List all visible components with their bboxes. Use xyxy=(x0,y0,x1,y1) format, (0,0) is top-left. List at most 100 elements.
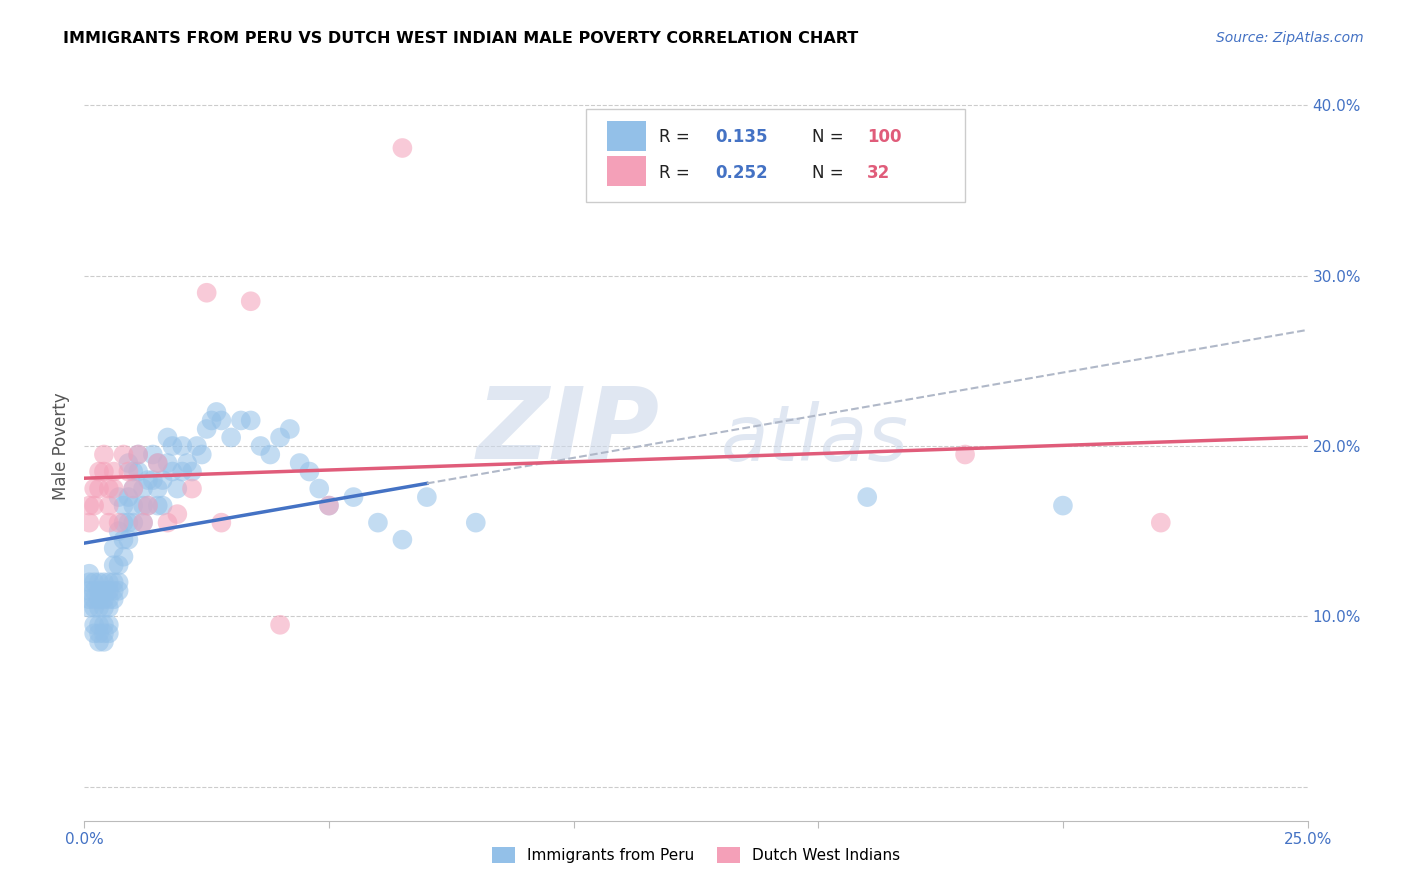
Point xyxy=(103,465,125,479)
Point xyxy=(132,482,155,496)
Point xyxy=(156,516,179,530)
Point xyxy=(103,583,125,598)
Text: ZIP: ZIP xyxy=(477,383,659,480)
Point xyxy=(318,499,340,513)
Point xyxy=(93,448,115,462)
Point xyxy=(172,439,194,453)
Point xyxy=(97,516,120,530)
Point xyxy=(1150,516,1173,530)
Point xyxy=(278,422,301,436)
Text: R =: R = xyxy=(659,163,696,181)
Point xyxy=(97,583,120,598)
Point xyxy=(191,448,214,462)
Point xyxy=(107,524,129,538)
Point xyxy=(93,465,115,479)
Point xyxy=(181,465,204,479)
Point xyxy=(77,566,100,581)
Point xyxy=(229,413,252,427)
Point xyxy=(83,600,105,615)
Point xyxy=(87,626,110,640)
Point xyxy=(107,558,129,573)
Point xyxy=(93,626,115,640)
Point xyxy=(112,516,135,530)
Point xyxy=(259,448,281,462)
Point xyxy=(464,516,486,530)
Point xyxy=(391,141,413,155)
Point xyxy=(269,617,291,632)
Point xyxy=(77,516,100,530)
Text: 32: 32 xyxy=(868,163,890,181)
Point xyxy=(136,499,159,513)
Point xyxy=(953,448,976,462)
Point xyxy=(103,541,125,556)
Point xyxy=(93,635,115,649)
Point xyxy=(288,456,311,470)
Text: R =: R = xyxy=(659,128,696,146)
Point xyxy=(152,499,174,513)
Point xyxy=(122,499,145,513)
Point xyxy=(103,482,125,496)
Point xyxy=(77,583,100,598)
Point xyxy=(97,626,120,640)
Point xyxy=(367,516,389,530)
Text: 100: 100 xyxy=(868,128,901,146)
Point xyxy=(93,617,115,632)
Point xyxy=(97,592,120,607)
Text: N =: N = xyxy=(813,128,849,146)
Text: 0.252: 0.252 xyxy=(716,163,768,181)
Point xyxy=(83,482,105,496)
Text: Source: ZipAtlas.com: Source: ZipAtlas.com xyxy=(1216,31,1364,45)
Point xyxy=(97,482,120,496)
Point xyxy=(298,465,321,479)
Point xyxy=(136,499,159,513)
Point xyxy=(97,617,120,632)
Point xyxy=(146,456,169,470)
Point xyxy=(209,413,232,427)
Point xyxy=(152,473,174,487)
Point xyxy=(77,499,100,513)
Legend: Immigrants from Peru, Dutch West Indians: Immigrants from Peru, Dutch West Indians xyxy=(485,841,907,869)
Point xyxy=(181,482,204,496)
Point xyxy=(87,600,110,615)
Point xyxy=(87,465,110,479)
Point xyxy=(107,575,129,590)
Point xyxy=(77,575,100,590)
Point xyxy=(87,635,110,649)
Point xyxy=(205,405,228,419)
Point xyxy=(93,575,115,590)
Point xyxy=(83,499,105,513)
Text: IMMIGRANTS FROM PERU VS DUTCH WEST INDIAN MALE POVERTY CORRELATION CHART: IMMIGRANTS FROM PERU VS DUTCH WEST INDIA… xyxy=(63,31,859,46)
Point xyxy=(156,430,179,444)
Point xyxy=(122,516,145,530)
Point xyxy=(142,448,165,462)
Point xyxy=(87,583,110,598)
Point xyxy=(93,600,115,615)
Bar xyxy=(606,120,645,151)
Point xyxy=(117,516,139,530)
Point xyxy=(112,499,135,513)
Point xyxy=(77,600,100,615)
Point xyxy=(127,465,149,479)
Point xyxy=(87,617,110,632)
Point xyxy=(127,448,149,462)
Point xyxy=(166,507,188,521)
Point xyxy=(83,626,105,640)
Point xyxy=(156,456,179,470)
Point xyxy=(117,465,139,479)
Bar xyxy=(606,156,645,186)
Point xyxy=(132,516,155,530)
Point xyxy=(166,482,188,496)
Point xyxy=(93,583,115,598)
Point xyxy=(172,465,194,479)
Point xyxy=(83,583,105,598)
Point xyxy=(97,600,120,615)
Point xyxy=(162,465,184,479)
Point xyxy=(77,592,100,607)
Point xyxy=(87,592,110,607)
Point xyxy=(112,533,135,547)
Point xyxy=(318,499,340,513)
Point xyxy=(107,516,129,530)
Point xyxy=(195,422,218,436)
Point xyxy=(239,413,262,427)
Point xyxy=(122,482,145,496)
